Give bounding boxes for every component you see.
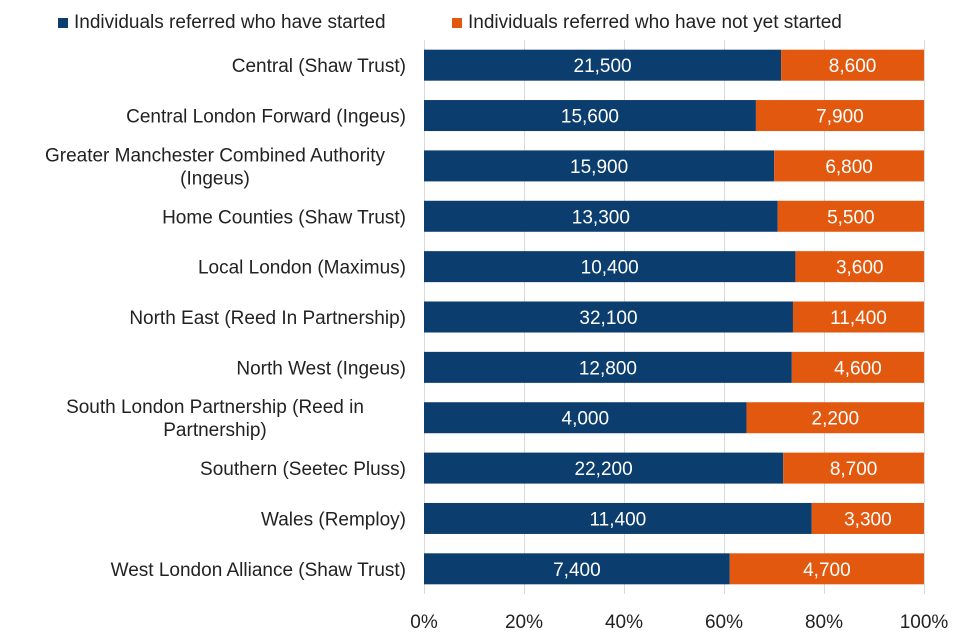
category-label-line: Central London Forward (Ingeus) <box>126 107 406 128</box>
bar-started-4 <box>424 251 796 283</box>
data-label-started-8: 22,200 <box>575 459 633 480</box>
bar-not-started-6 <box>791 351 924 383</box>
bar-not-started-7 <box>746 402 924 434</box>
category-label-0: Central (Shaw Trust) <box>232 56 406 77</box>
legend-label-not-started: Individuals referred who have not yet st… <box>468 12 842 33</box>
data-label-started-5: 32,100 <box>579 308 637 329</box>
bar-not-started-10 <box>729 553 924 585</box>
data-label-not-started-4: 3,600 <box>836 258 884 279</box>
bar-started-6 <box>424 351 792 383</box>
category-label-5: North East (Reed In Partnership) <box>129 308 406 329</box>
bar-started-7 <box>424 402 747 434</box>
data-label-started-6: 12,800 <box>579 358 637 379</box>
data-label-not-started-7: 2,200 <box>812 409 860 430</box>
data-label-started-10: 7,400 <box>553 560 601 581</box>
bar-started-5 <box>424 301 793 333</box>
bar-not-started-8 <box>783 452 924 484</box>
category-label-1: Central London Forward (Ingeus) <box>126 107 406 128</box>
data-label-started-4: 10,400 <box>581 258 639 279</box>
legend: Individuals referred who have started In… <box>0 10 960 38</box>
bar-started-3 <box>424 200 778 232</box>
data-label-not-started-2: 6,800 <box>825 157 873 178</box>
category-label-line: Partnership) <box>163 420 267 441</box>
category-label-line: West London Alliance (Shaw Trust) <box>111 560 406 581</box>
bar-started-10 <box>424 553 730 585</box>
data-label-not-started-9: 3,300 <box>844 509 892 530</box>
category-label-line: Greater Manchester Combined Authority <box>45 145 386 166</box>
bar-started-2 <box>424 150 775 182</box>
x-tick-label-1: 20% <box>505 612 543 633</box>
bar-not-started-9 <box>811 502 924 534</box>
data-label-not-started-3: 5,500 <box>827 207 875 228</box>
bar-not-started-4 <box>795 251 924 283</box>
category-label-line: Southern (Seetec Pluss) <box>200 459 406 480</box>
x-tick-label-5: 100% <box>900 612 949 633</box>
data-label-started-0: 21,500 <box>574 56 632 77</box>
data-label-started-2: 15,900 <box>570 157 628 178</box>
category-label-line: North East (Reed In Partnership) <box>129 308 406 329</box>
data-label-not-started-1: 7,900 <box>816 107 864 128</box>
bar-started-9 <box>424 502 812 534</box>
category-label-line: Central (Shaw Trust) <box>232 56 406 77</box>
data-label-not-started-10: 4,700 <box>803 560 851 581</box>
data-label-started-9: 11,400 <box>590 509 647 530</box>
category-label-2: Greater Manchester Combined Authority (In… <box>45 145 386 189</box>
category-label-6: North West (Ingeus) <box>236 358 406 379</box>
legend-item-not-started: Individuals referred who have not yet st… <box>452 12 842 34</box>
data-label-started-3: 13,300 <box>572 207 630 228</box>
category-label-line: North West (Ingeus) <box>236 358 406 379</box>
data-label-not-started-6: 4,600 <box>834 358 882 379</box>
bar-not-started-0 <box>781 49 924 81</box>
category-label-8: Southern (Seetec Pluss) <box>200 459 406 480</box>
x-tick-label-3: 60% <box>705 612 743 633</box>
data-label-started-7: 4,000 <box>562 409 610 430</box>
data-label-not-started-8: 8,700 <box>830 459 878 480</box>
bar-not-started-1 <box>755 100 924 132</box>
category-label-line: South London Partnership (Reed in <box>66 397 364 418</box>
x-tick-label-0: 0% <box>410 612 438 633</box>
category-label-4: Local London (Maximus) <box>198 258 406 279</box>
x-tick-label-4: 80% <box>805 612 843 633</box>
legend-label-started: Individuals referred who have started <box>74 12 386 33</box>
data-label-not-started-5: 11,400 <box>830 308 887 329</box>
bar-not-started-5 <box>792 301 924 333</box>
bar-not-started-2 <box>774 150 924 182</box>
bar-started-0 <box>424 49 782 81</box>
category-label-3: Home Counties (Shaw Trust) <box>162 207 406 228</box>
category-label-line: Home Counties (Shaw Trust) <box>162 207 406 228</box>
data-label-not-started-0: 8,600 <box>829 56 877 77</box>
category-label-line: Wales (Remploy) <box>261 509 406 530</box>
category-label-10: West London Alliance (Shaw Trust) <box>111 560 406 581</box>
legend-swatch-started <box>58 18 68 28</box>
x-tick-label-2: 40% <box>605 612 643 633</box>
category-label-9: Wales (Remploy) <box>261 509 406 530</box>
category-label-7: South London Partnership (Reed in Partner… <box>66 397 364 441</box>
bar-started-8 <box>424 452 784 484</box>
category-label-line: Local London (Maximus) <box>198 258 406 279</box>
bar-not-started-3 <box>777 200 924 232</box>
legend-item-started: Individuals referred who have started <box>58 12 386 34</box>
data-label-started-1: 15,600 <box>561 107 619 128</box>
bar-started-1 <box>424 100 756 132</box>
legend-swatch-not-started <box>452 18 462 28</box>
category-label-line: (Ingeus) <box>180 168 250 189</box>
